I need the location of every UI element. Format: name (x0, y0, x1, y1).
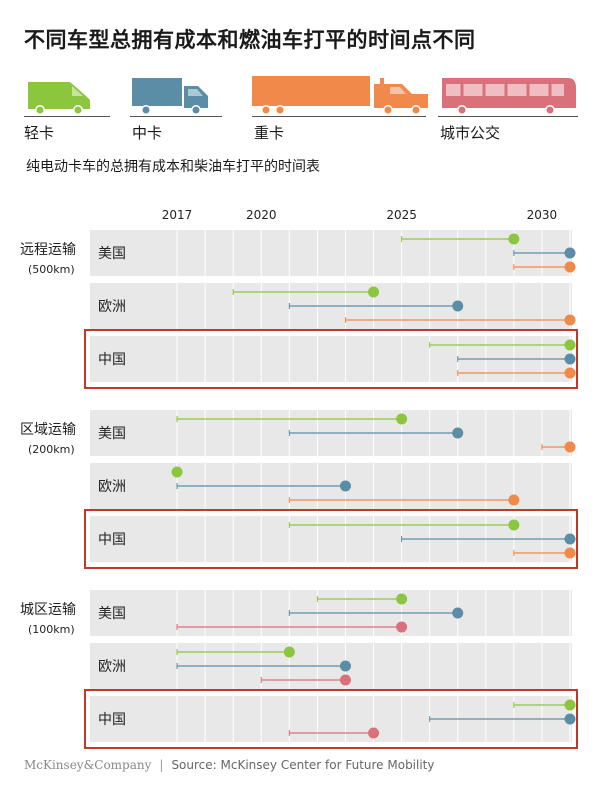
region-label: 美国 (98, 246, 126, 262)
parity-point (396, 593, 408, 605)
region-label: 欧洲 (98, 659, 126, 675)
parity-point (564, 547, 576, 559)
segment-distance-label: (200km) (28, 443, 75, 456)
parity-point (564, 699, 576, 711)
parity-point (339, 660, 351, 672)
vehicle-label-light: 轻卡 (24, 124, 55, 142)
heavy-truck-icon (252, 76, 430, 116)
parity-point (283, 646, 295, 658)
segment-label: 区域运输 (20, 422, 76, 438)
parity-point (564, 314, 576, 326)
parity-point (368, 727, 380, 739)
parity-point (564, 441, 576, 453)
region-label: 中国 (98, 532, 126, 548)
parity-point (508, 233, 520, 245)
x-tick-label-top: 2030 (527, 208, 558, 222)
region-label: 欧洲 (98, 479, 126, 495)
medium-truck-icon (132, 76, 212, 116)
parity-point (171, 466, 183, 478)
vehicle-label-medium: 中卡 (132, 124, 163, 142)
region-label: 美国 (98, 426, 126, 442)
x-tick-label-top: 2025 (386, 208, 417, 222)
segment-label: 城区运输 (20, 602, 76, 618)
region-label: 欧洲 (98, 299, 126, 315)
vehicle-label-bus: 城市公交 (440, 124, 501, 142)
parity-point (508, 494, 520, 506)
parity-point (368, 286, 380, 298)
chart-subtitle: 纯电动卡车的总拥有成本和柴油车打平的时间表 (26, 159, 320, 175)
footer-separator: | (159, 758, 164, 772)
region-label: 美国 (98, 606, 126, 622)
parity-point (564, 247, 576, 259)
region-panel (90, 230, 572, 276)
parity-point (508, 519, 520, 531)
parity-point (339, 480, 351, 492)
city-bus-icon (440, 76, 578, 116)
parity-point (452, 427, 464, 439)
source-note: Source: McKinsey Center for Future Mobil… (171, 758, 435, 772)
x-tick-label-top: 2017 (162, 208, 193, 222)
divider (438, 116, 578, 117)
x-tick-label-top: 2020 (246, 208, 277, 222)
segment-label: 远程运输 (20, 242, 76, 258)
light-truck-icon (26, 76, 92, 116)
highlight-frame (84, 329, 578, 389)
dumbbell-chart: 2017 2020 2025 2030美国远程运输(500km)欧洲中国美国区域运输(… (20, 208, 578, 749)
footer: McKinsey&Company | Source: McKinsey Center… (24, 758, 435, 772)
highlight-frame (84, 509, 578, 569)
parity-point (396, 413, 408, 425)
divider (130, 116, 222, 117)
parity-point (564, 353, 576, 365)
parity-point (452, 300, 464, 312)
parity-point (564, 339, 576, 351)
parity-point (396, 621, 408, 633)
parity-point (564, 713, 576, 725)
parity-point (564, 261, 576, 273)
highlight-frame (84, 689, 578, 749)
vehicle-label-heavy: 重卡 (254, 124, 285, 142)
region-label: 中国 (98, 712, 126, 728)
page-title: 不同车型总拥有成本和燃油车打平的时间点不同 (24, 28, 476, 52)
segment-distance-label: (500km) (28, 263, 75, 276)
divider (252, 116, 426, 117)
parity-point (564, 367, 576, 379)
region-label: 中国 (98, 352, 126, 368)
parity-point (452, 607, 464, 619)
brand-logo: McKinsey&Company (24, 758, 152, 772)
divider (24, 116, 110, 117)
parity-point (339, 674, 351, 686)
parity-point (564, 533, 576, 545)
segment-distance-label: (100km) (28, 623, 75, 636)
